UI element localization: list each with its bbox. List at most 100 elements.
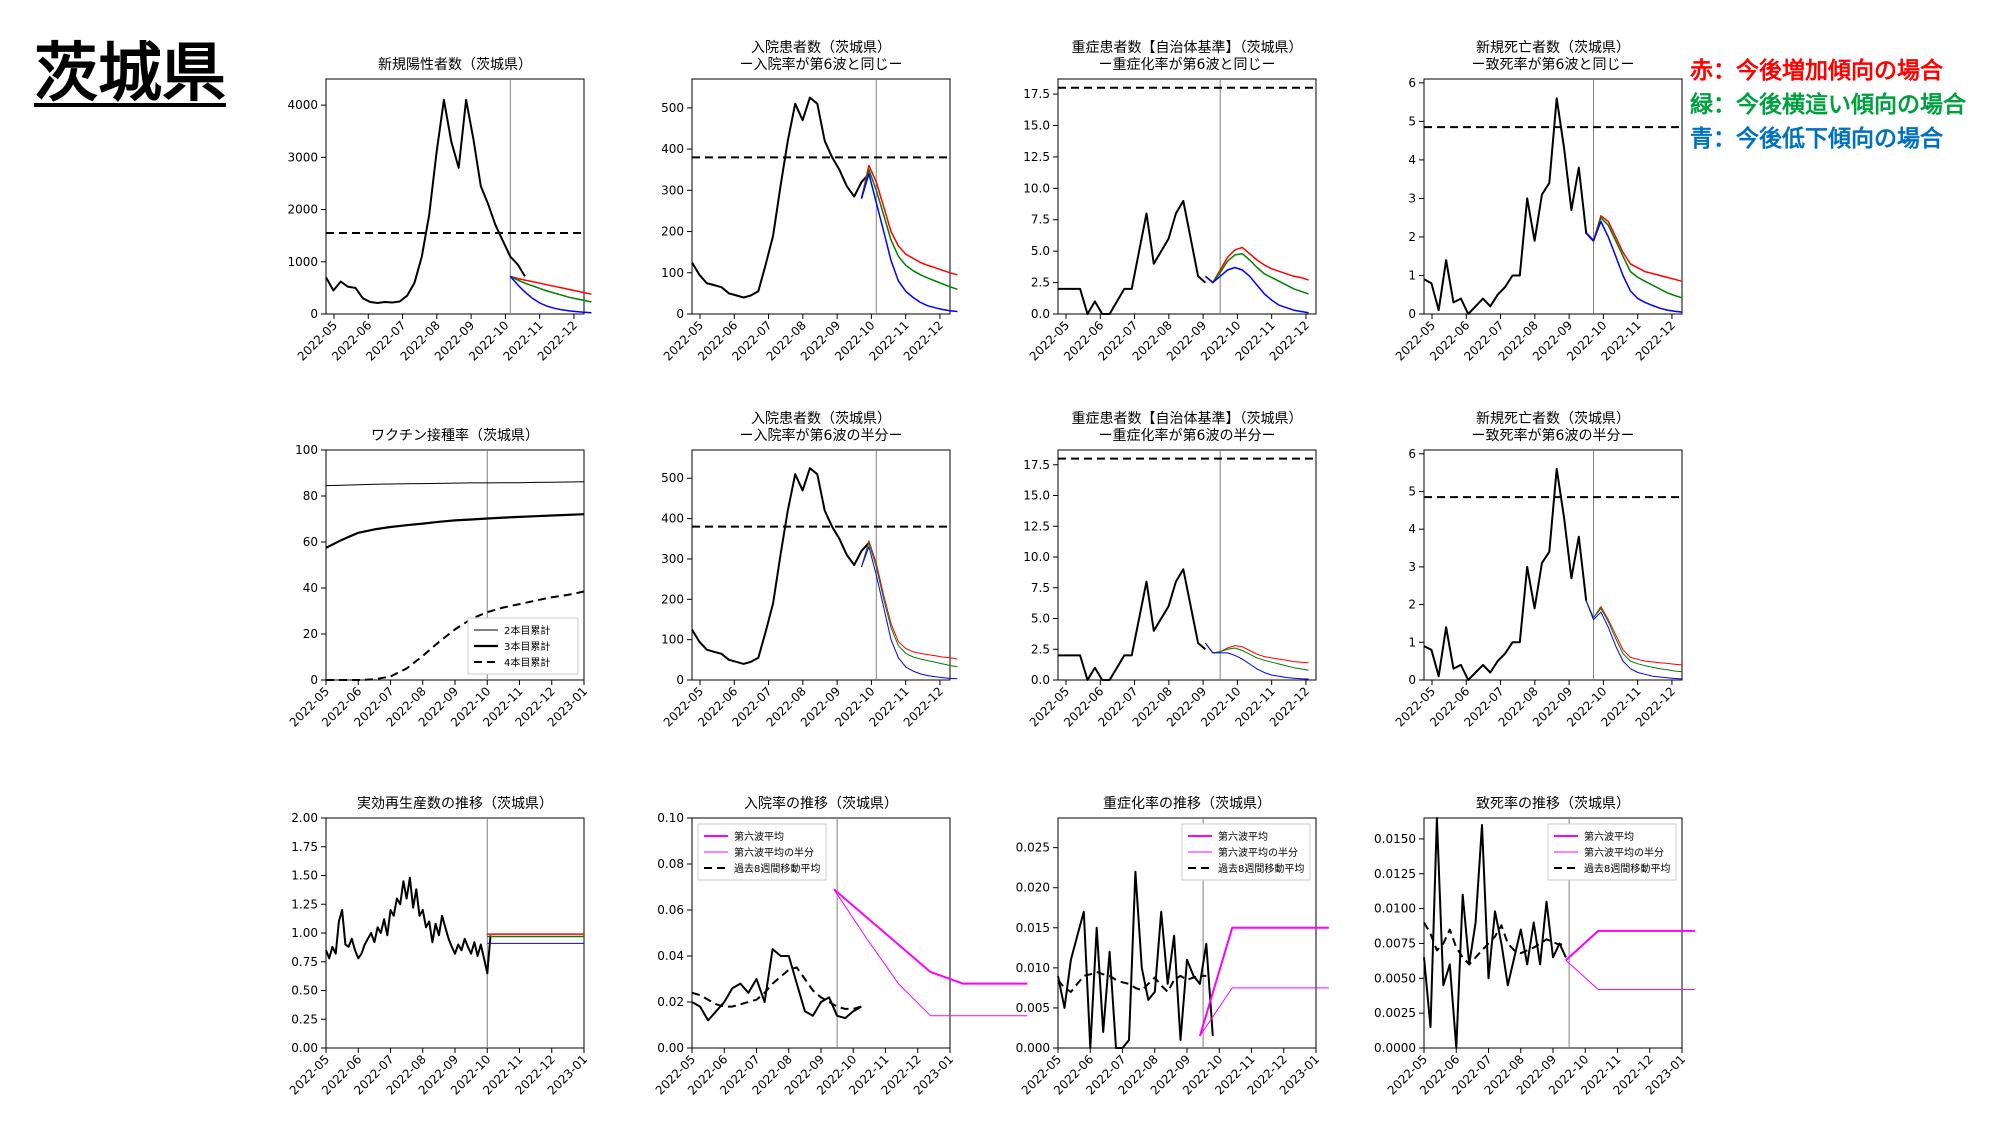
- y-tick-label: 0: [310, 673, 318, 687]
- y-tick-label: 0.025: [1016, 841, 1050, 855]
- legend-label: 過去8週間移動平均: [1218, 862, 1304, 875]
- y-tick-label: 100: [661, 633, 684, 647]
- legend-label: 3本目累計: [504, 640, 550, 653]
- legend-label: 2本目累計: [504, 624, 550, 637]
- chart-title: 重症化率の推移（茨城県）: [1103, 795, 1271, 812]
- chart-title: 新規死亡者数（茨城県）: [1476, 411, 1630, 427]
- legend-red-increase: 赤：今後増加傾向の場合: [1690, 58, 1943, 84]
- y-tick-label: 10.0: [1023, 550, 1050, 564]
- plot-frame: [1423, 78, 1683, 315]
- scenario-legend: 赤：今後増加傾向の場合 緑：今後横這い傾向の場合 青：今後低下傾向の場合: [1690, 54, 1966, 156]
- y-tick-label: 5: [1408, 114, 1416, 128]
- y-tick-label: 1: [1408, 635, 1416, 649]
- series-line-0: [325, 481, 585, 487]
- y-tick-label: 0.005: [1016, 1001, 1050, 1015]
- y-tick-label: 4000: [287, 98, 318, 112]
- series-line-3: [861, 546, 958, 680]
- series-line-1: [510, 275, 592, 295]
- series-line-2: [326, 590, 585, 681]
- series-line-2: [1585, 600, 1683, 673]
- y-tick-label: 17.5: [1023, 87, 1050, 101]
- y-tick-label: 7.5: [1031, 213, 1050, 227]
- legend-label: 第六波平均: [1218, 830, 1268, 843]
- plot-frame: [325, 817, 585, 1049]
- chart-title: ー致死率が第6波の半分ー: [1472, 427, 1635, 444]
- y-tick-label: 0.0100: [1374, 902, 1416, 916]
- page-title: 茨城県: [34, 37, 226, 111]
- series-line-2: [861, 542, 958, 668]
- plot-frame: [691, 78, 951, 315]
- y-tick-label: 0.50: [291, 984, 318, 998]
- series-line-0: [691, 467, 870, 665]
- y-tick-label: 0: [676, 673, 684, 687]
- chart-title: ー致死率が第6波と同じー: [1472, 56, 1635, 73]
- series-line-1: [325, 513, 585, 549]
- chart-severe-same: 重症患者数【自治体基準】（茨城県）ー重症化率が第6波と同じー 0.0 2.5 5.0 7…: [1023, 39, 1317, 364]
- y-tick-label: 15.0: [1023, 118, 1050, 132]
- chart-rt: 実効再生産数の推移（茨城県） 0.00 0.25 0.50 0.75 1.00 1.25 1.…: [287, 796, 590, 1098]
- y-tick-label: 0.10: [657, 811, 684, 825]
- y-tick-label: 0.010: [1016, 961, 1050, 975]
- y-tick-label: 15.0: [1023, 489, 1050, 503]
- chart-title: 重症患者数【自治体基準】（茨城県）: [1072, 39, 1303, 56]
- series-line-2: [833, 888, 1028, 985]
- chart-hospitalized-half: 入院患者数（茨城県）ー入院率が第6波の半分ー010020030040050020…: [661, 411, 958, 730]
- y-tick-label: 0.020: [1016, 881, 1050, 895]
- y-tick-label: 40: [303, 581, 318, 595]
- y-tick-label: 0.75: [291, 955, 318, 969]
- series-line-1: [1057, 970, 1207, 993]
- legend-label: 第六波平均の半分: [1218, 846, 1298, 859]
- y-tick-label: 10.0: [1023, 181, 1050, 195]
- y-tick-label: 60: [303, 535, 318, 549]
- series-line-2: [1204, 252, 1309, 295]
- chart-title: 致死率の推移（茨城県）: [1476, 795, 1630, 812]
- y-tick-label: 80: [303, 489, 318, 503]
- y-tick-label: 0.0075: [1374, 936, 1416, 950]
- legend-label: 第六波平均: [734, 830, 784, 843]
- y-tick-label: 3: [1408, 560, 1416, 574]
- series-line-3: [1585, 220, 1683, 313]
- series-line-1: [1585, 215, 1683, 283]
- y-tick-label: 0.06: [657, 903, 684, 917]
- y-tick-label: 1000: [287, 255, 318, 269]
- chart-title: ー重症化率が第6波の半分ー: [1099, 427, 1276, 444]
- y-tick-label: 1.50: [291, 869, 318, 883]
- chart-severe-half: 重症患者数【自治体基準】（茨城県）ー重症化率が第6波の半分ー 0.0 2.5 5.0 7…: [1023, 410, 1317, 730]
- series-line-3: [1199, 987, 1329, 1037]
- y-tick-label: 100: [661, 266, 684, 280]
- y-tick-label: 300: [661, 552, 684, 566]
- y-tick-label: 500: [661, 101, 684, 115]
- y-tick-label: 12.5: [1023, 519, 1050, 533]
- chart-severe-rate: 重症化率の推移（茨城県） 0.000 0.005 0.010 0.015 0.020 0.0…: [1016, 795, 1329, 1098]
- series-line-3: [509, 275, 592, 314]
- y-tick-label: 0: [676, 307, 684, 321]
- y-tick-label: 0: [310, 307, 318, 321]
- plot-frame: [1057, 78, 1317, 315]
- series-line-2: [509, 275, 592, 303]
- y-tick-label: 200: [661, 225, 684, 239]
- plot-frame: [1057, 449, 1317, 681]
- series-line-3: [860, 173, 958, 313]
- y-tick-label: 6: [1408, 447, 1416, 461]
- chart-deaths-same: 新規死亡者数（茨城県）ー致死率が第6波と同じー01234562022-05202…: [1393, 40, 1683, 364]
- legend-blue-decrease: 青：今後低下傾向の場合: [1690, 126, 1943, 152]
- series-line-1: [1585, 600, 1683, 666]
- y-tick-label: 0.08: [657, 857, 684, 871]
- series-line-0: [1423, 467, 1588, 681]
- y-tick-label: 500: [661, 471, 684, 485]
- series-line-0: [1423, 97, 1595, 315]
- series-line-1: [691, 966, 862, 1010]
- y-tick-label: 0.00: [657, 1041, 684, 1055]
- y-tick-label: 0.04: [657, 949, 684, 963]
- y-tick-label: 1.75: [291, 840, 318, 854]
- chart-title: ー入院率が第6波の半分ー: [740, 427, 903, 444]
- y-tick-label: 1.00: [291, 926, 318, 940]
- series-line-0: [1423, 817, 1567, 1049]
- series-line-0: [1057, 870, 1214, 1049]
- chart-title: 入院率の推移（茨城県）: [744, 795, 898, 812]
- series-line-3: [833, 889, 1028, 1017]
- legend-green-flat: 緑：今後横這い傾向の場合: [1690, 92, 1966, 118]
- legend-label: 第六波平均の半分: [734, 846, 814, 859]
- series-line-1: [1204, 246, 1309, 284]
- y-tick-label: 0.0150: [1374, 832, 1416, 846]
